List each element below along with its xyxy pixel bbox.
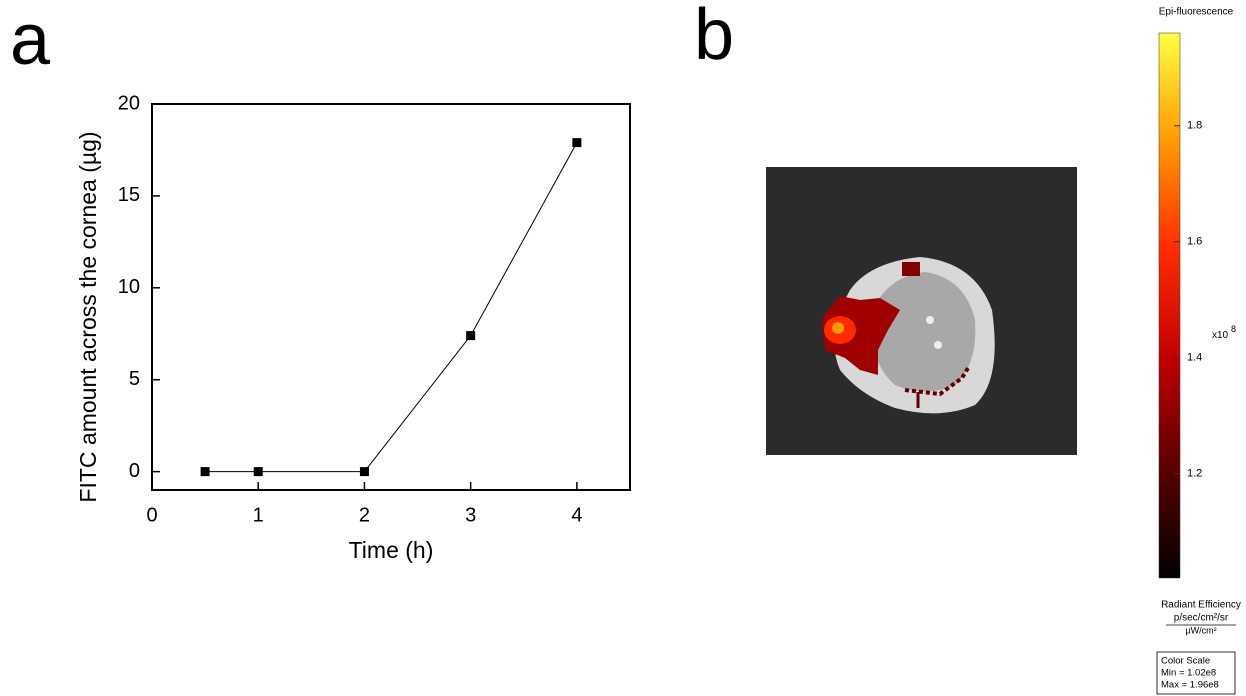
scale-box-line: Color Scale <box>1161 656 1210 667</box>
data-point <box>466 331 476 341</box>
y-tick-label: 5 <box>129 368 140 390</box>
data-line <box>205 142 578 473</box>
x-axis-label: Time (h) <box>349 537 434 563</box>
exponent: 8 <box>1231 324 1236 334</box>
data-point <box>200 467 210 477</box>
signal-region <box>902 262 920 276</box>
y-tick-label: 15 <box>118 184 140 206</box>
colorbar-tick-label: 1.6 <box>1187 236 1202 248</box>
y-tick-label: 10 <box>118 276 140 298</box>
colorbar-title: Epi-fluorescence <box>1159 7 1234 18</box>
scale-box-line: Min = 1.02e8 <box>1161 668 1216 679</box>
plot-frame <box>151 103 631 491</box>
y-tick-label: 0 <box>129 460 140 482</box>
highlight <box>934 341 942 349</box>
y-axis-label: FITC amount across the cornea (µg) <box>75 131 101 502</box>
colorbar <box>1158 32 1181 579</box>
unit-numerator: p/sec/cm²/sr <box>1174 613 1229 624</box>
unit-title: Radiant Efficiency <box>1161 600 1241 611</box>
x-tick-label: 2 <box>359 504 370 526</box>
x-tick-label: 3 <box>465 504 476 526</box>
highlight <box>926 316 934 324</box>
cornea-inner <box>872 272 976 392</box>
x-tick-label: 1 <box>253 504 264 526</box>
data-point <box>359 467 369 477</box>
scale-box-line: Max = 1.96e8 <box>1161 680 1219 691</box>
panel-label: b <box>694 0 734 75</box>
signal-region <box>904 366 970 397</box>
x-tick-label: 4 <box>571 504 582 526</box>
fluorescence-image <box>766 167 1077 455</box>
panel-label: a <box>10 0 51 80</box>
signal-region <box>822 296 900 375</box>
multiplier: x10 <box>1212 330 1229 341</box>
scale-box <box>1156 651 1236 695</box>
x-tick-label: 0 <box>146 504 157 526</box>
unit-denominator: µW/cm² <box>1185 625 1216 635</box>
y-tick-label: 20 <box>118 92 140 114</box>
colorbar-tick-label: 1.2 <box>1187 468 1202 480</box>
colorbar-tick-label: 1.4 <box>1187 352 1202 364</box>
colorbar-tick-label: 1.8 <box>1187 120 1202 132</box>
data-point <box>253 467 263 477</box>
data-point <box>572 138 582 148</box>
signal-peak <box>832 322 844 334</box>
